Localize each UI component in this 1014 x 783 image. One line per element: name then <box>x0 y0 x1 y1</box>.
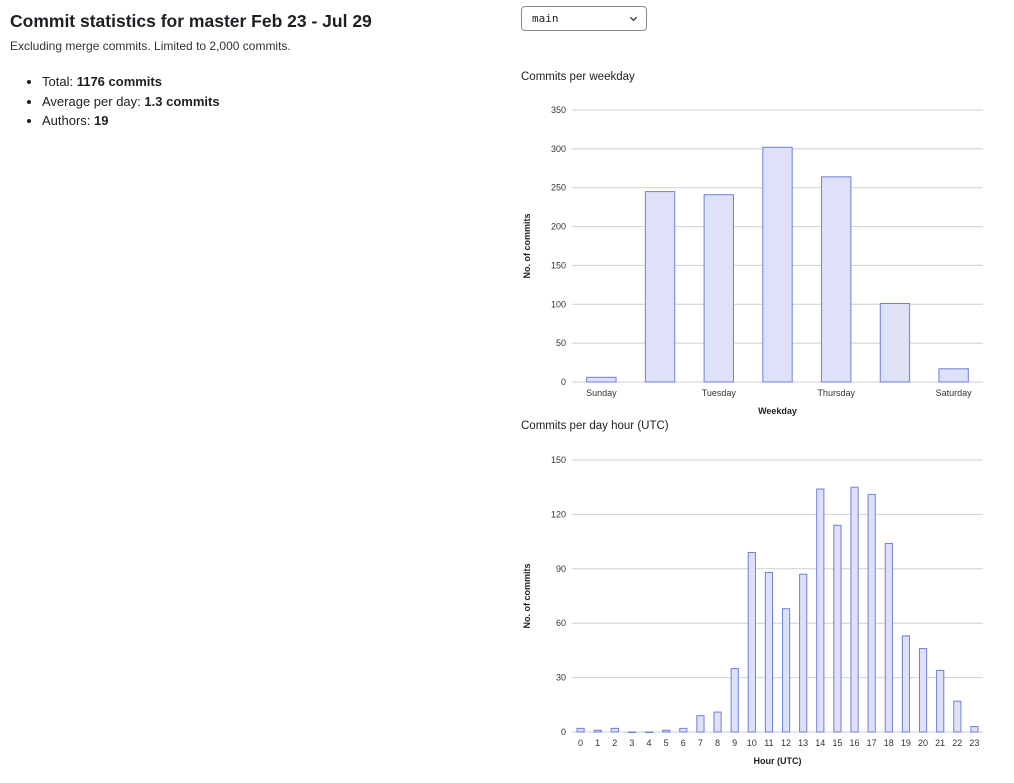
stat-value: 1176 commits <box>76 74 162 89</box>
stat-average: Average per day: 1.3 commits <box>42 92 490 112</box>
branch-select[interactable]: main <box>521 6 647 31</box>
hour-bar-3[interactable] <box>627 731 637 733</box>
weekday-bar-tuesday[interactable] <box>703 194 734 383</box>
weekday-bar-sunday[interactable] <box>586 376 617 383</box>
weekday-bar-wednesday[interactable] <box>762 146 793 383</box>
hour-bar-4[interactable] <box>644 731 654 733</box>
y-tick-label: 60 <box>556 618 566 628</box>
stat-authors: Authors: 19 <box>42 111 490 131</box>
y-tick-label: 50 <box>556 338 566 348</box>
x-tick-label: Thursday <box>817 388 855 398</box>
branch-select-value: main <box>532 12 559 25</box>
hour-bar-9[interactable] <box>730 668 739 733</box>
stat-total: Total: 1176 commits <box>42 72 490 92</box>
chevron-down-icon <box>629 16 638 22</box>
y-tick-label: 100 <box>551 299 566 309</box>
x-tick-label: 19 <box>901 738 911 748</box>
y-tick-label: 90 <box>556 564 566 574</box>
x-tick-label: Saturday <box>936 388 973 398</box>
hour-bar-14[interactable] <box>816 488 825 733</box>
x-tick-label: 13 <box>798 738 808 748</box>
hour-bar-20[interactable] <box>918 648 928 733</box>
hour-bar-8[interactable] <box>713 711 722 733</box>
y-axis-label: No. of commits <box>522 563 532 628</box>
y-axis-label: No. of commits <box>522 213 532 278</box>
weekday-bar-monday[interactable] <box>644 191 676 383</box>
x-tick-label: 10 <box>747 738 757 748</box>
y-tick-label: 0 <box>561 377 566 387</box>
hour-bar-6[interactable] <box>679 727 688 733</box>
hour-bar-5[interactable] <box>662 729 671 733</box>
hour-bar-23[interactable] <box>970 726 979 733</box>
x-axis-label: Hour (UTC) <box>754 756 802 766</box>
page-title: Commit statistics for master Feb 23 - Ju… <box>10 11 372 31</box>
y-tick-label: 0 <box>561 727 566 737</box>
x-tick-label: 6 <box>681 738 686 748</box>
weekday-chart-title: Commits per weekday <box>521 71 635 83</box>
x-tick-label: 20 <box>918 738 928 748</box>
x-tick-label: 17 <box>867 738 877 748</box>
x-tick-label: 8 <box>715 738 720 748</box>
x-tick-label: Sunday <box>586 388 617 398</box>
hour-bar-12[interactable] <box>781 608 791 733</box>
x-tick-label: 11 <box>764 738 773 748</box>
x-tick-label: 22 <box>952 738 962 748</box>
x-tick-label: 1 <box>595 738 600 748</box>
hour-bar-17[interactable] <box>867 493 876 733</box>
y-tick-label: 350 <box>551 105 566 115</box>
x-tick-label: 0 <box>578 738 583 748</box>
y-tick-label: 120 <box>551 509 566 519</box>
hour-bar-7[interactable] <box>696 715 705 733</box>
y-tick-label: 150 <box>551 455 566 465</box>
stats-panel: Commit statistics for master Feb 23 - Ju… <box>10 9 490 131</box>
x-tick-label: 15 <box>832 738 842 748</box>
x-tick-label: 21 <box>935 738 945 748</box>
hour-bar-15[interactable] <box>833 524 842 733</box>
x-tick-label: 7 <box>698 738 703 748</box>
stat-label: Total: <box>42 74 74 89</box>
hour-bar-21[interactable] <box>936 669 945 733</box>
hour-bar-0[interactable] <box>576 727 585 733</box>
y-tick-label: 300 <box>551 144 566 154</box>
stat-label: Average per day: <box>42 93 141 109</box>
x-tick-label: 9 <box>732 738 737 748</box>
hour-bar-18[interactable] <box>884 542 893 733</box>
hour-chart-title: Commits per day hour (UTC) <box>521 420 669 432</box>
x-tick-label: 12 <box>781 738 791 748</box>
x-axis-label: Weekday <box>758 406 797 416</box>
weekday-bar-saturday[interactable] <box>938 368 969 383</box>
stat-value: 19 <box>94 113 109 128</box>
x-tick-label: Tuesday <box>702 388 737 398</box>
x-tick-label: 14 <box>815 738 825 748</box>
weekday-bar-thursday[interactable] <box>821 176 852 383</box>
stats-list: Total: 1176 commits Average per day: 1.3… <box>10 72 490 131</box>
hour-bar-22[interactable] <box>953 700 962 733</box>
x-tick-label: 23 <box>969 738 979 748</box>
hour-bar-11[interactable] <box>764 571 774 733</box>
y-tick-label: 150 <box>551 260 566 270</box>
stat-value: 1.3 commits <box>144 93 220 109</box>
weekday-bar-friday[interactable] <box>879 303 911 383</box>
page-subtitle: Excluding merge commits. Limited to 2,00… <box>10 39 291 53</box>
hour-bar-2[interactable] <box>610 727 619 733</box>
weekday-chart: 0 50 100 150 200 250 300 350 Sunday Tuesday Thursd… <box>522 105 983 416</box>
x-tick-label: 3 <box>629 738 634 748</box>
x-tick-label: 2 <box>612 738 617 748</box>
hour-bar-16[interactable] <box>850 486 859 733</box>
hour-bar-13[interactable] <box>799 573 808 733</box>
stat-label: Authors: <box>42 113 91 128</box>
hour-bar-1[interactable] <box>593 729 602 733</box>
x-tick-label: 4 <box>647 738 652 748</box>
x-tick-label: 16 <box>850 738 860 748</box>
x-tick-label: 18 <box>884 738 894 748</box>
y-tick-label: 30 <box>556 673 566 683</box>
hour-bar-10[interactable] <box>747 551 756 733</box>
y-tick-label: 250 <box>551 183 566 193</box>
hour-bar-19[interactable] <box>901 635 911 733</box>
x-tick-label: 5 <box>664 738 669 748</box>
y-tick-label: 200 <box>551 222 566 232</box>
